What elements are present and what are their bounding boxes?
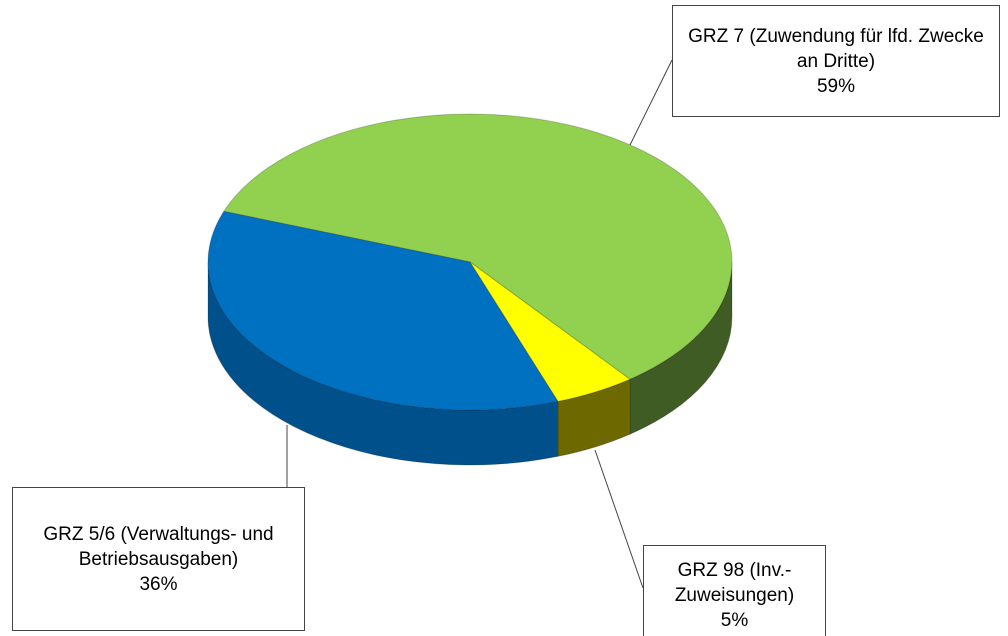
value-label: 5%	[720, 609, 749, 631]
leader-line	[629, 59, 673, 146]
pie	[207, 113, 733, 466]
data-label-box: GRZ 7 (Zuwendung für lfd. Zwecke an Drit…	[672, 5, 1000, 117]
category-label: GRZ 5/6 (Verwaltungs- und Betriebsausgab…	[43, 523, 274, 570]
slice	[469, 261, 631, 402]
pie-tops	[207, 113, 733, 411]
category-label: GRZ 7 (Zuwendung für lfd. Zwecke an Drit…	[688, 25, 984, 72]
data-label-box: GRZ 98 (Inv.-Zuweisungen) 5%	[643, 545, 826, 636]
value-label: 59%	[816, 75, 856, 97]
slice	[222, 113, 733, 380]
pie-sides	[207, 261, 733, 466]
category-label: GRZ 98 (Inv.-Zuweisungen)	[674, 559, 795, 606]
leader-line	[594, 449, 644, 589]
data-label-box: GRZ 5/6 (Verwaltungs- und Betriebsausgab…	[12, 487, 305, 631]
value-label: 36%	[139, 573, 178, 595]
slice	[207, 210, 559, 411]
